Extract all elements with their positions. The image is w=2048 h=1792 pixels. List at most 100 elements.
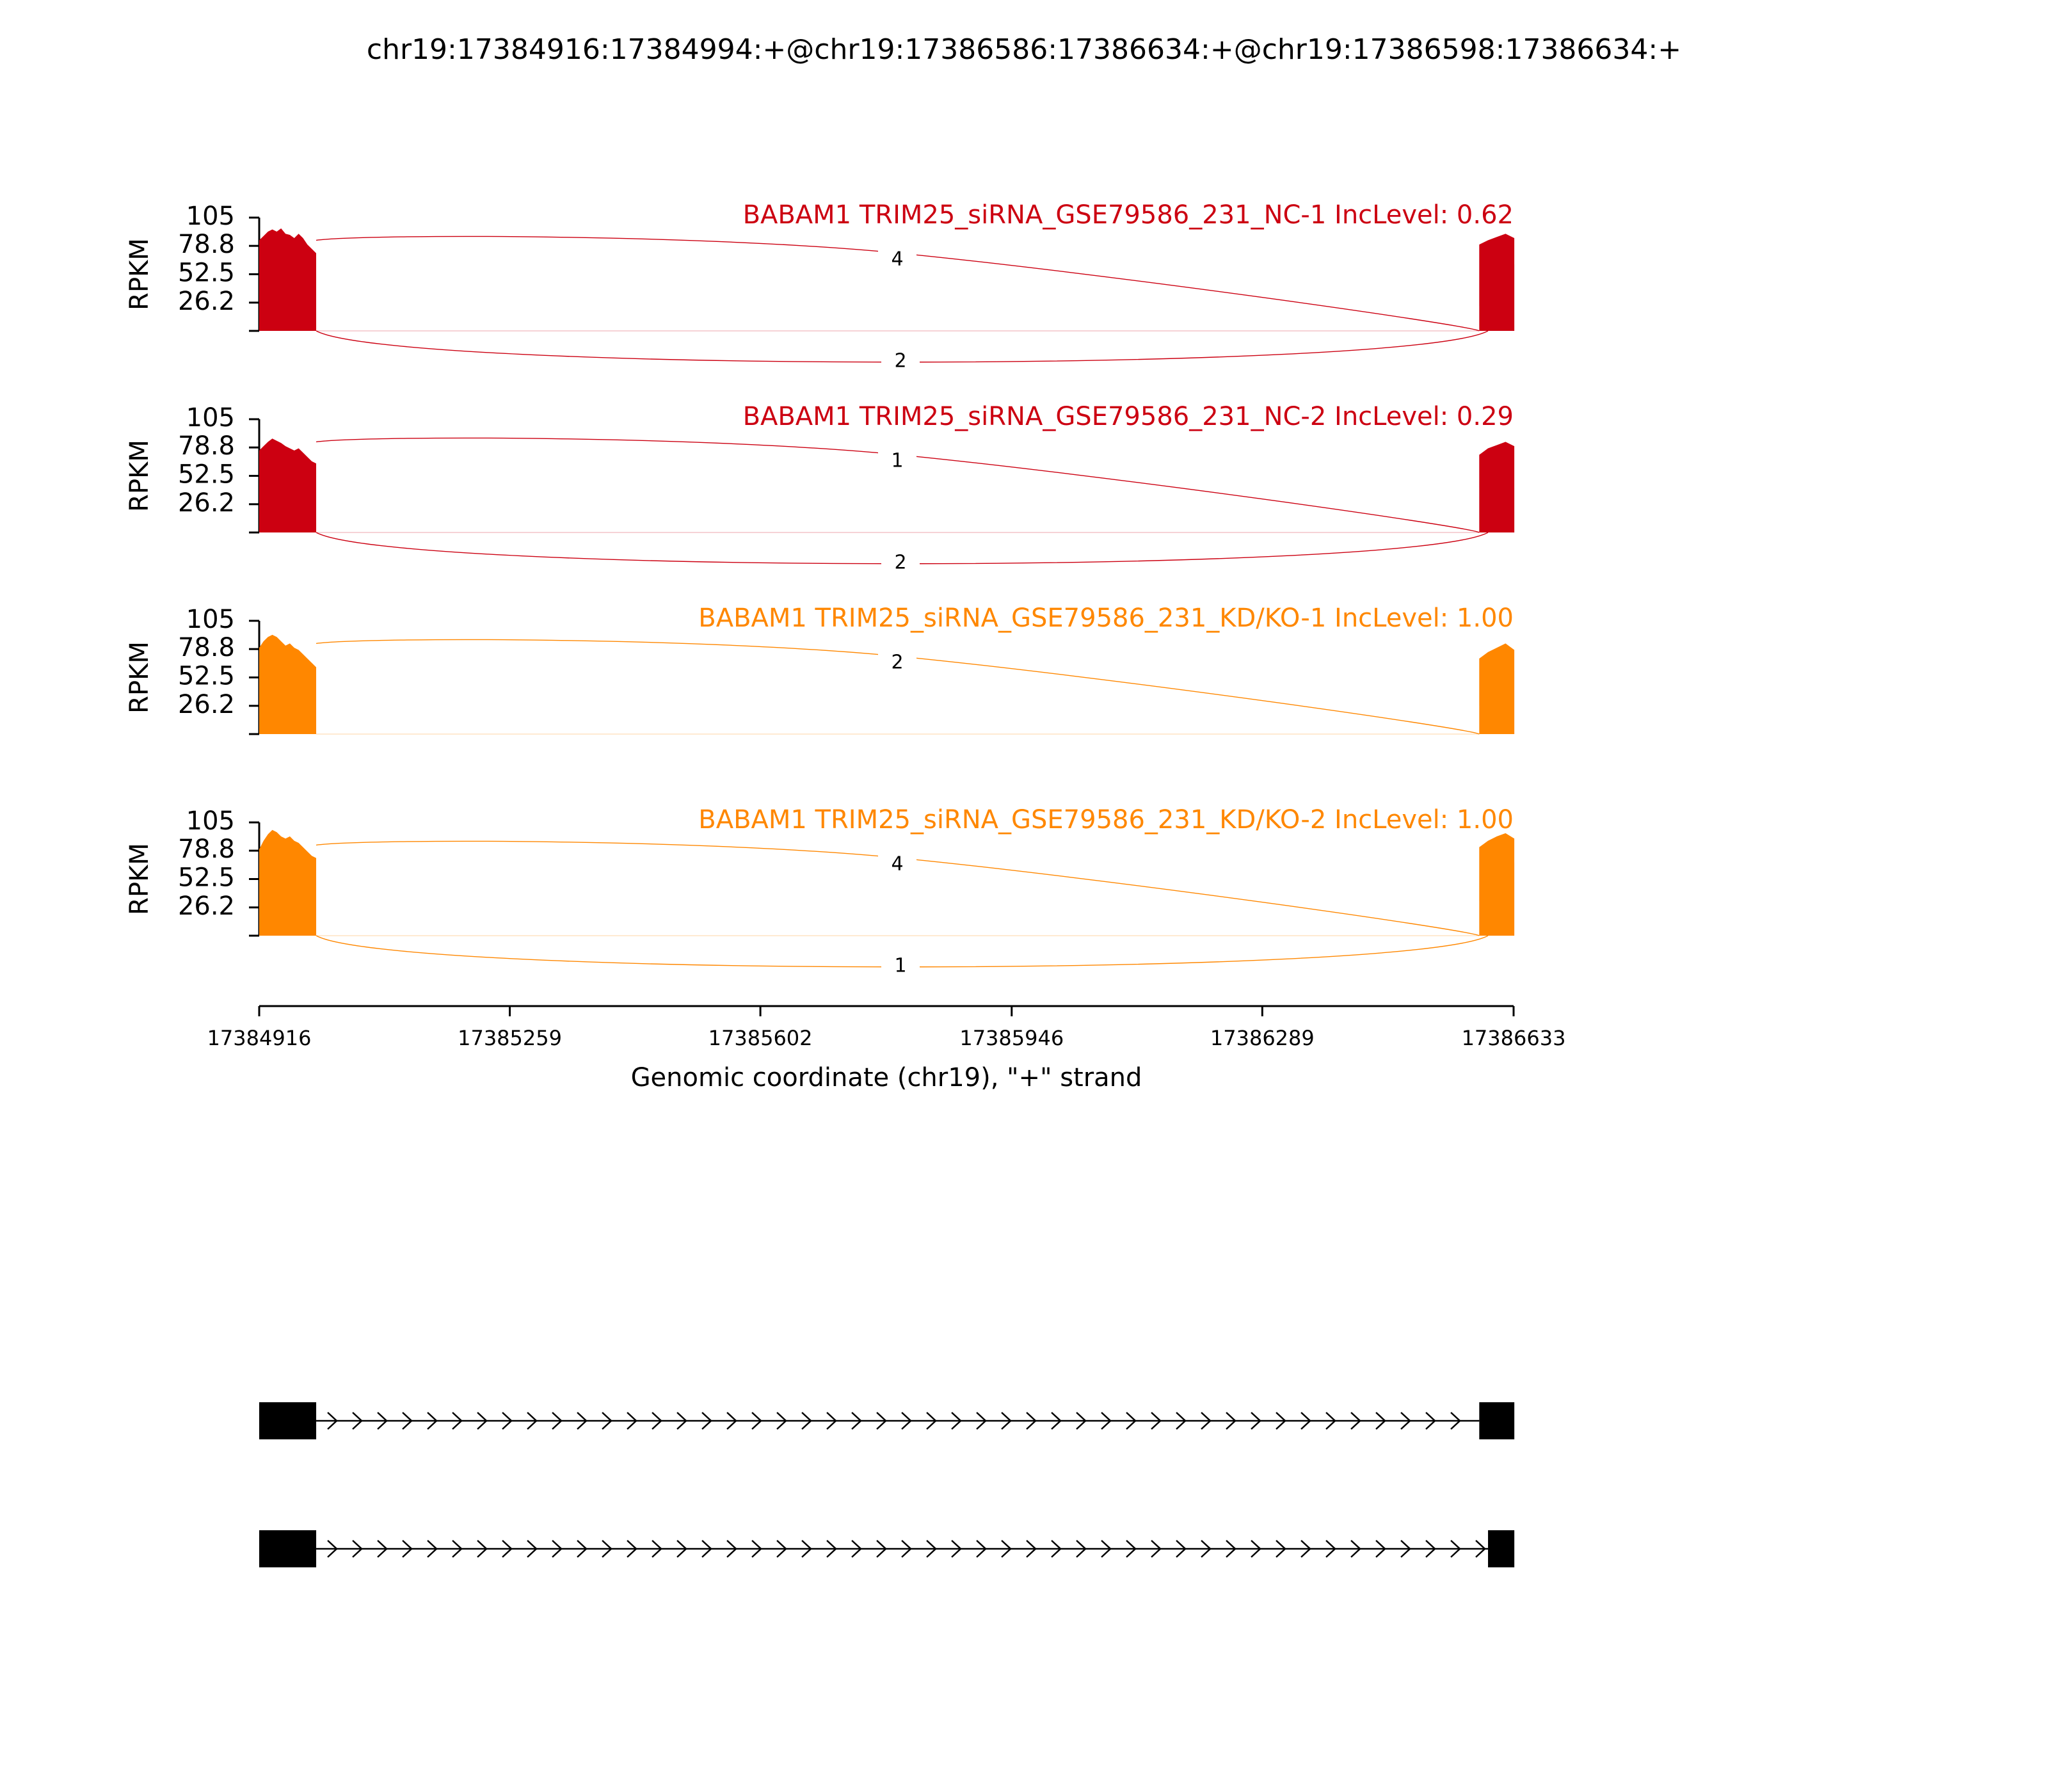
junction-label-bg xyxy=(878,449,916,474)
strand-arrow-icon xyxy=(751,1412,762,1430)
strand-arrow-icon xyxy=(726,1540,737,1558)
strand-arrow-icon xyxy=(1400,1540,1411,1558)
strand-arrow-icon xyxy=(1400,1412,1411,1430)
y-tick-label: 78.8 xyxy=(178,633,235,662)
strand-arrow-icon xyxy=(377,1412,388,1430)
strand-arrow-icon xyxy=(1276,1412,1286,1430)
junction-read-count: 1 xyxy=(891,450,903,472)
strand-arrow-icon xyxy=(1126,1412,1137,1430)
strand-arrow-icon xyxy=(1051,1540,1062,1558)
chart-title: chr19:17384916:17384994:+@chr19:17386586… xyxy=(367,33,1681,66)
strand-arrow-icon xyxy=(327,1540,338,1558)
y-tick-label: 105 xyxy=(186,403,235,433)
y-tick-label: 26.2 xyxy=(178,892,235,921)
strand-arrow-icon xyxy=(1350,1412,1361,1430)
y-tick-label: 78.8 xyxy=(178,431,235,461)
strand-arrow-icon xyxy=(352,1412,363,1430)
exon-block xyxy=(1488,1530,1515,1567)
strand-arrow-icon xyxy=(577,1540,588,1558)
strand-arrow-icon xyxy=(1300,1540,1311,1558)
strand-arrow-icon xyxy=(901,1412,912,1430)
strand-arrow-icon xyxy=(477,1540,488,1558)
strand-arrow-icon xyxy=(1300,1412,1311,1430)
junction-label-bg xyxy=(881,954,920,979)
strand-arrow-icon xyxy=(976,1540,987,1558)
junction-label-bg xyxy=(878,650,916,676)
strand-arrow-icon xyxy=(327,1412,338,1430)
y-tick-label: 52.5 xyxy=(178,259,235,288)
strand-arrow-icon xyxy=(1325,1412,1336,1430)
strand-arrow-icon xyxy=(552,1412,563,1430)
strand-arrow-icon xyxy=(577,1412,588,1430)
junction-label-bg xyxy=(878,247,916,273)
x-axis: 17384916 17385259 17385602 17385946 17386289… xyxy=(207,1005,1566,1050)
strand-arrow-icon xyxy=(676,1412,687,1430)
junction-read-count: 1 xyxy=(894,955,906,977)
strand-arrow-icon xyxy=(1226,1412,1236,1430)
strand-arrow-icon xyxy=(1201,1540,1212,1558)
strand-arrow-icon xyxy=(652,1412,662,1430)
strand-arrow-icon xyxy=(951,1412,962,1430)
strand-arrow-icon xyxy=(1425,1540,1436,1558)
strand-arrow-icon xyxy=(552,1540,563,1558)
strand-arrow-icon xyxy=(502,1540,513,1558)
y-tick-label: 26.2 xyxy=(178,287,235,316)
strand-arrow-icon xyxy=(1226,1540,1236,1558)
coverage-area xyxy=(1479,442,1515,532)
strand-arrow-icon xyxy=(1101,1412,1112,1430)
coverage-area xyxy=(1479,234,1515,331)
x-tick-label: 17384916 xyxy=(207,1026,312,1050)
strand-arrow-icon xyxy=(1001,1412,1012,1430)
sample-label: BABAM1 TRIM25_siRNA_GSE79586_231_NC-2 In… xyxy=(743,402,1514,431)
strand-arrow-icon xyxy=(776,1412,787,1430)
y-tick-label: 52.5 xyxy=(178,863,235,893)
strand-arrow-icon xyxy=(627,1540,637,1558)
strand-arrow-icon xyxy=(1051,1412,1062,1430)
strand-arrow-icon xyxy=(452,1412,463,1430)
strand-arrow-icon xyxy=(676,1540,687,1558)
strand-arrow-icon xyxy=(402,1540,413,1558)
sample-label: BABAM1 TRIM25_siRNA_GSE79586_231_KD/KO-1… xyxy=(698,604,1514,633)
coverage-area xyxy=(1479,833,1515,936)
strand-arrow-icon xyxy=(1126,1540,1137,1558)
strand-arrow-icon xyxy=(801,1540,812,1558)
strand-arrow-icon xyxy=(876,1540,887,1558)
junction-read-count: 4 xyxy=(891,248,903,271)
strand-arrow-icon xyxy=(851,1412,862,1430)
strand-arrow-icon xyxy=(1450,1412,1461,1430)
strand-arrow-icon xyxy=(826,1540,837,1558)
strand-arrow-icon xyxy=(1026,1412,1037,1430)
strand-arrow-icon xyxy=(1151,1540,1162,1558)
strand-arrow-icon xyxy=(527,1540,538,1558)
y-tick-label: 105 xyxy=(186,806,235,836)
x-tick-label: 17386633 xyxy=(1462,1026,1566,1050)
strand-arrow-icon xyxy=(1201,1412,1212,1430)
strand-arrow-icon xyxy=(876,1412,887,1430)
y-tick-label: 26.2 xyxy=(178,488,235,518)
strand-arrow-icon xyxy=(1325,1540,1336,1558)
coverage-area xyxy=(259,829,317,936)
y-tick-label: 52.5 xyxy=(178,460,235,490)
strand-arrow-icon xyxy=(627,1412,637,1430)
strand-arrow-icon xyxy=(851,1540,862,1558)
strand-arrow-icon xyxy=(652,1540,662,1558)
strand-arrow-icon xyxy=(352,1540,363,1558)
strand-arrow-icon xyxy=(1001,1540,1012,1558)
strand-arrow-icon xyxy=(1251,1412,1261,1430)
y-tick-label: 78.8 xyxy=(178,230,235,259)
x-tick-label: 17385259 xyxy=(458,1026,562,1050)
transcript-models xyxy=(259,1402,1515,1567)
strand-arrow-icon xyxy=(527,1412,538,1430)
exon-block xyxy=(1479,1402,1515,1439)
strand-arrow-icon xyxy=(701,1540,712,1558)
strand-arrow-icon xyxy=(926,1540,937,1558)
x-tick-label: 17386289 xyxy=(1210,1026,1315,1050)
exon-block xyxy=(259,1530,317,1567)
sample-label: BABAM1 TRIM25_siRNA_GSE79586_231_NC-1 In… xyxy=(743,200,1514,230)
strand-arrow-icon xyxy=(477,1412,488,1430)
strand-arrow-icon xyxy=(377,1540,388,1558)
strand-arrow-icon xyxy=(751,1540,762,1558)
